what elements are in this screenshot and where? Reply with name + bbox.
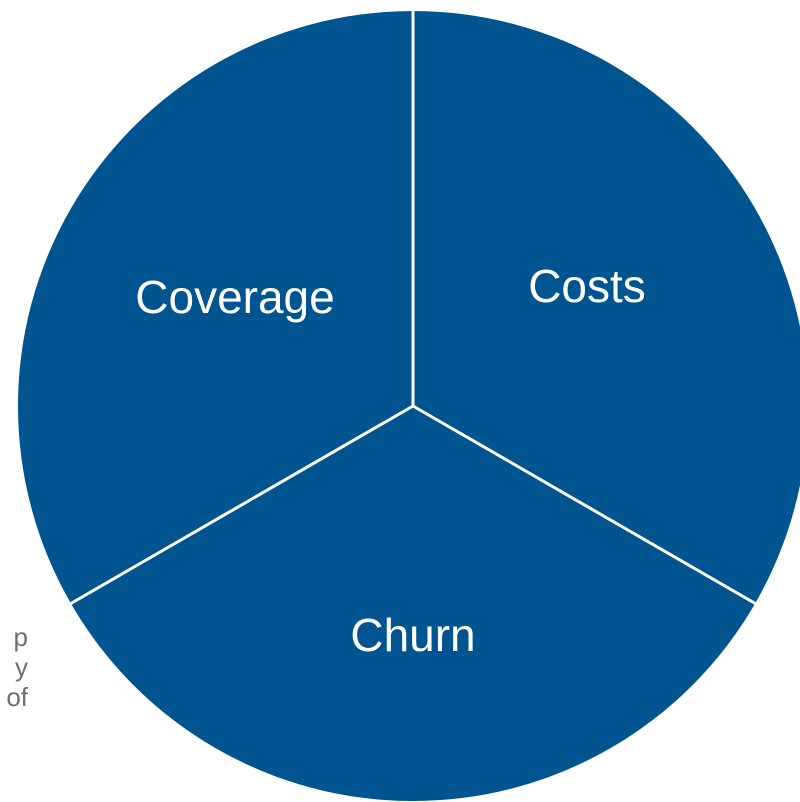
- hidden-text-line: of: [6, 682, 28, 712]
- segment-coverage-label: Coverage: [135, 271, 334, 323]
- hidden-text-line: p: [13, 622, 28, 652]
- divider-line: [412, 404, 764, 610]
- segment-costs-shape: [413, 11, 800, 604]
- segment-costs[interactable]: Costs: [413, 11, 800, 604]
- segment-coverage-shape: [17, 10, 414, 604]
- partially-hidden-text: p y of: [0, 622, 180, 712]
- divider-line: [62, 404, 414, 610]
- hidden-text-line: y: [15, 652, 28, 682]
- segment-churn-label: Churn: [350, 609, 475, 661]
- segment-dividers: [62, 0, 764, 610]
- segment-costs-label: Costs: [528, 260, 646, 312]
- segment-coverage[interactable]: Coverage: [17, 10, 414, 604]
